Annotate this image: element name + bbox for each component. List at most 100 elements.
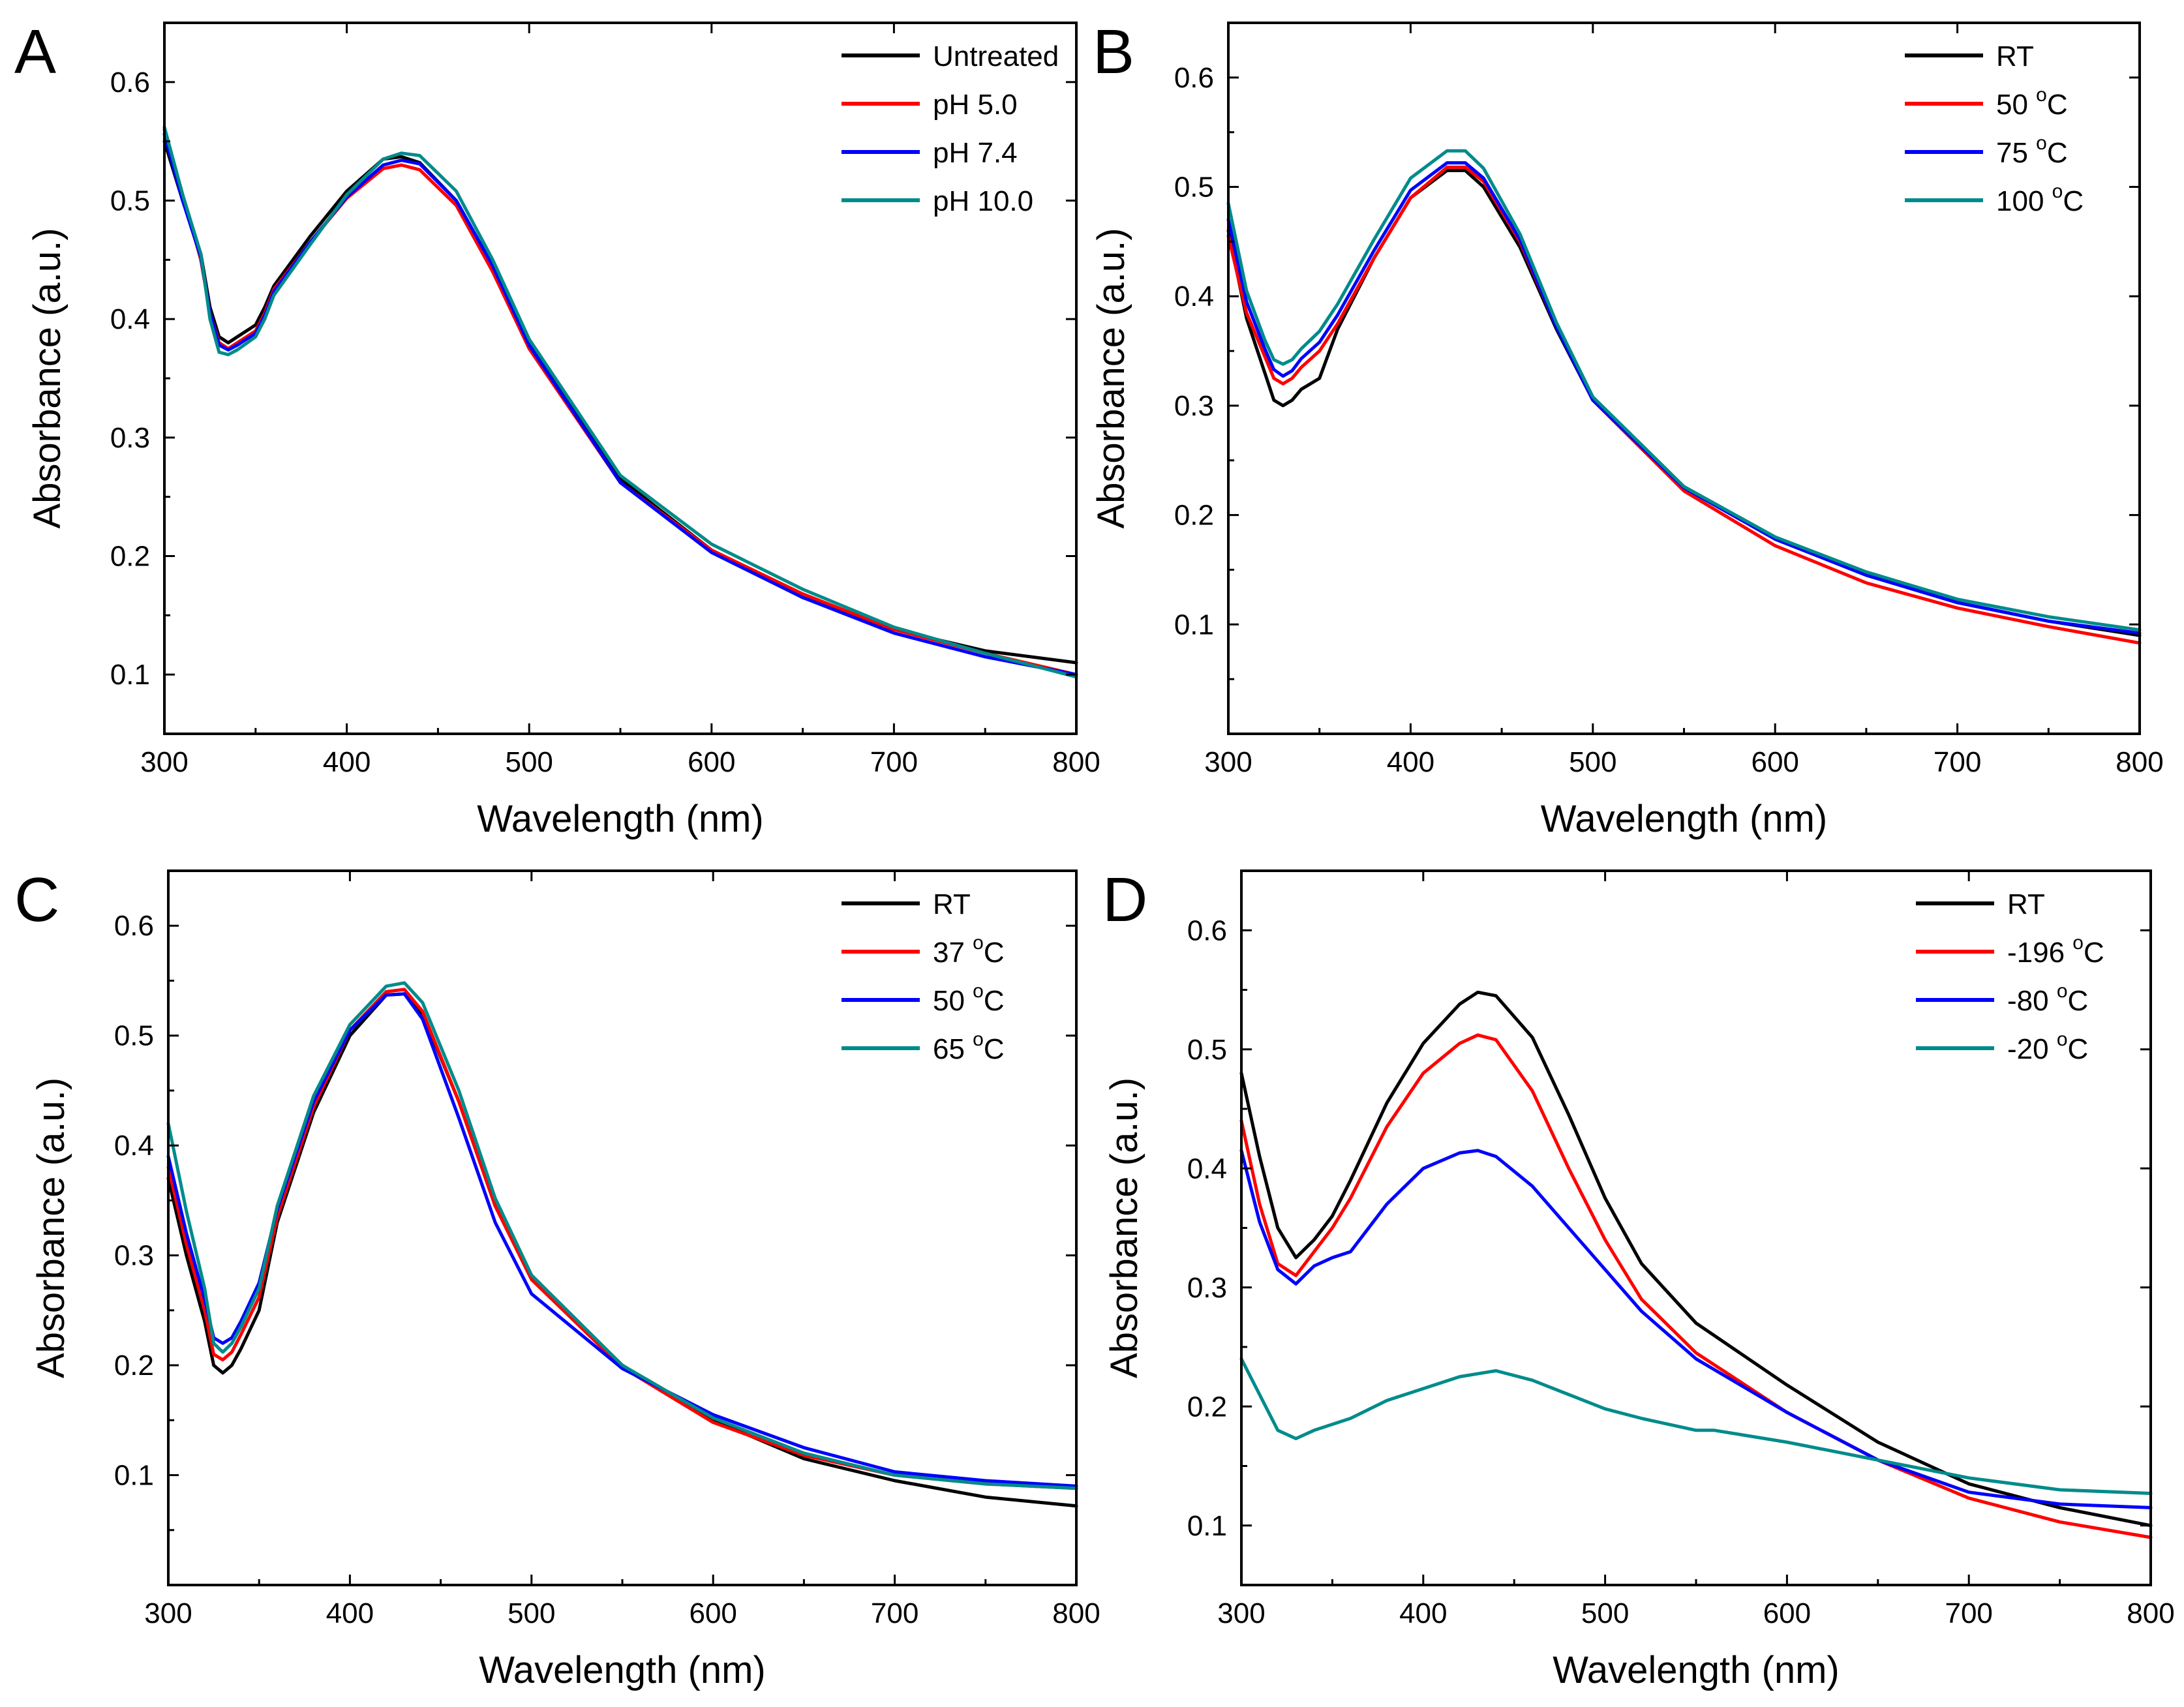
series-line-2 (1239, 1033, 2153, 1539)
y-tick-label: 0.4 (1187, 1153, 1227, 1185)
y-tick-label: 0.6 (114, 910, 154, 942)
legend-label: -80 oC (2007, 980, 2088, 1017)
legend-label: 37 oC (933, 932, 1005, 969)
legend-unit: C (2063, 185, 2084, 217)
series-line-3 (162, 132, 1078, 676)
x-tick-label: 700 (870, 746, 918, 778)
legend-label-text: 37 (933, 937, 973, 969)
series-line-1 (162, 140, 1078, 665)
x-tick-label: 300 (144, 1597, 192, 1629)
x-tick-label: 800 (1052, 1597, 1100, 1629)
panel-d: D 300 400 500 600 700 800 0.1 0.2 0.3 0.4 0.5 0.6 Wav… (1102, 865, 2175, 1691)
x-tick-label: 800 (2127, 1597, 2174, 1629)
legend-degree-sup: o (2057, 1029, 2068, 1050)
y-tick-label: 0.5 (110, 185, 150, 217)
x-tick-label: 500 (1569, 746, 1616, 778)
x-tick-label: 400 (1387, 746, 1434, 778)
series-line-1 (166, 992, 1078, 1508)
series-line-1 (1239, 990, 2153, 1528)
panel-letter: D (1102, 865, 1147, 935)
y-tick-label: 0.4 (110, 303, 150, 335)
x-tick-label: 800 (2116, 746, 2163, 778)
x-tick-label: 700 (1945, 1597, 1992, 1629)
x-tick-label: 400 (326, 1597, 374, 1629)
x-tick-label: 300 (1217, 1597, 1265, 1629)
legend-label: 50 oC (1996, 84, 2068, 121)
y-tick-label: 0.5 (114, 1020, 154, 1052)
legend-unit: C (2068, 985, 2089, 1017)
y-tick-label: 0.6 (1174, 62, 1214, 94)
y-tick-label: 0.1 (114, 1460, 154, 1492)
y-tick-label: 0.6 (1187, 914, 1227, 946)
x-tick-label: 600 (689, 1597, 736, 1629)
legend-label-text: RT (2007, 888, 2045, 920)
x-tick-label: 600 (1751, 746, 1798, 778)
legend-label: -20 oC (2007, 1029, 2088, 1065)
y-axis-label: Absorbance (a.u.) (1103, 1078, 1145, 1378)
y-tick-label: 0.3 (1187, 1272, 1227, 1304)
legend-label-text: 65 (933, 1033, 973, 1065)
series-line-4 (1226, 149, 2142, 632)
x-axis-label: Wavelength (nm) (479, 1649, 765, 1691)
panel-b: B 300 400 500 600 700 800 0.1 0.2 0.3 0.4 0.5 0.6 Wav… (1090, 17, 2164, 840)
legend-label: RT (933, 888, 971, 920)
legend-label-text: -196 (2007, 937, 2072, 969)
panel-letter: A (14, 17, 56, 87)
series-line-3 (1239, 1149, 2153, 1509)
legend-label-text: RT (933, 888, 971, 920)
legend-label-text: 100 (1996, 185, 2052, 217)
legend-label: pH 5.0 (933, 89, 1018, 121)
y-tick-label: 0.5 (1174, 172, 1214, 204)
legend-degree-sup: o (973, 980, 984, 1002)
x-tick-label: 600 (688, 746, 735, 778)
legend-label: RT (1996, 40, 2034, 72)
legend-unit: C (2047, 89, 2068, 121)
x-axis-label: Wavelength (nm) (1541, 798, 1827, 840)
x-tick-label: 300 (1204, 746, 1252, 778)
x-tick-label: 400 (1399, 1597, 1447, 1629)
x-tick-label: 400 (323, 746, 371, 778)
y-tick-label: 0.5 (1187, 1034, 1227, 1066)
legend-label: RT (2007, 888, 2045, 920)
legend-unit: C (984, 985, 1005, 1017)
y-tick-label: 0.3 (114, 1240, 154, 1272)
legend-label-text: 50 (1996, 89, 2036, 121)
plot-frame (163, 22, 1078, 735)
legend-label-text: 50 (933, 985, 973, 1017)
legend-unit: C (984, 1033, 1005, 1065)
series-line-4 (162, 125, 1078, 679)
y-tick-label: 0.1 (1174, 609, 1214, 641)
x-tick-label: 500 (508, 1597, 555, 1629)
series-line-1 (1226, 168, 2142, 637)
panel-c: C 300 400 500 600 700 800 0.1 0.2 0.3 0.4 0.5 0.6 Wav… (14, 865, 1100, 1691)
x-tick-label: 700 (871, 1597, 918, 1629)
x-axis-label: Wavelength (nm) (477, 798, 763, 840)
legend-label: 65 oC (933, 1029, 1005, 1065)
x-tick-label: 500 (505, 746, 553, 778)
y-tick-label: 0.4 (114, 1130, 154, 1162)
series-line-4 (166, 981, 1078, 1490)
plot-frame (1227, 22, 2141, 735)
y-tick-label: 0.3 (110, 422, 150, 454)
legend-degree-sup: o (2057, 980, 2068, 1002)
series-line-4 (1239, 1357, 2153, 1495)
legend-label: -196 oC (2007, 932, 2104, 969)
y-tick-label: 0.3 (1174, 390, 1214, 422)
series-line-3 (166, 992, 1078, 1488)
x-tick-label: 600 (1763, 1597, 1811, 1629)
legend-label: 75 oC (1996, 132, 2068, 169)
panel-letter: C (14, 865, 59, 935)
y-tick-label: 0.2 (1174, 500, 1214, 532)
x-axis-label: Wavelength (nm) (1553, 1649, 1839, 1691)
legend-unit: C (2084, 937, 2104, 969)
series-line-3 (1226, 161, 2142, 635)
x-tick-label: 300 (140, 746, 188, 778)
series-line-2 (1226, 165, 2142, 645)
legend-degree-sup: o (2036, 84, 2047, 106)
y-tick-label: 0.2 (110, 541, 150, 573)
legend-degree-sup: o (973, 932, 984, 954)
y-axis-label: Absorbance (a.u.) (1090, 228, 1132, 528)
y-tick-label: 0.2 (1187, 1391, 1227, 1423)
y-axis-label: Absorbance (a.u.) (30, 1078, 72, 1378)
legend-label-text: -20 (2007, 1033, 2057, 1065)
